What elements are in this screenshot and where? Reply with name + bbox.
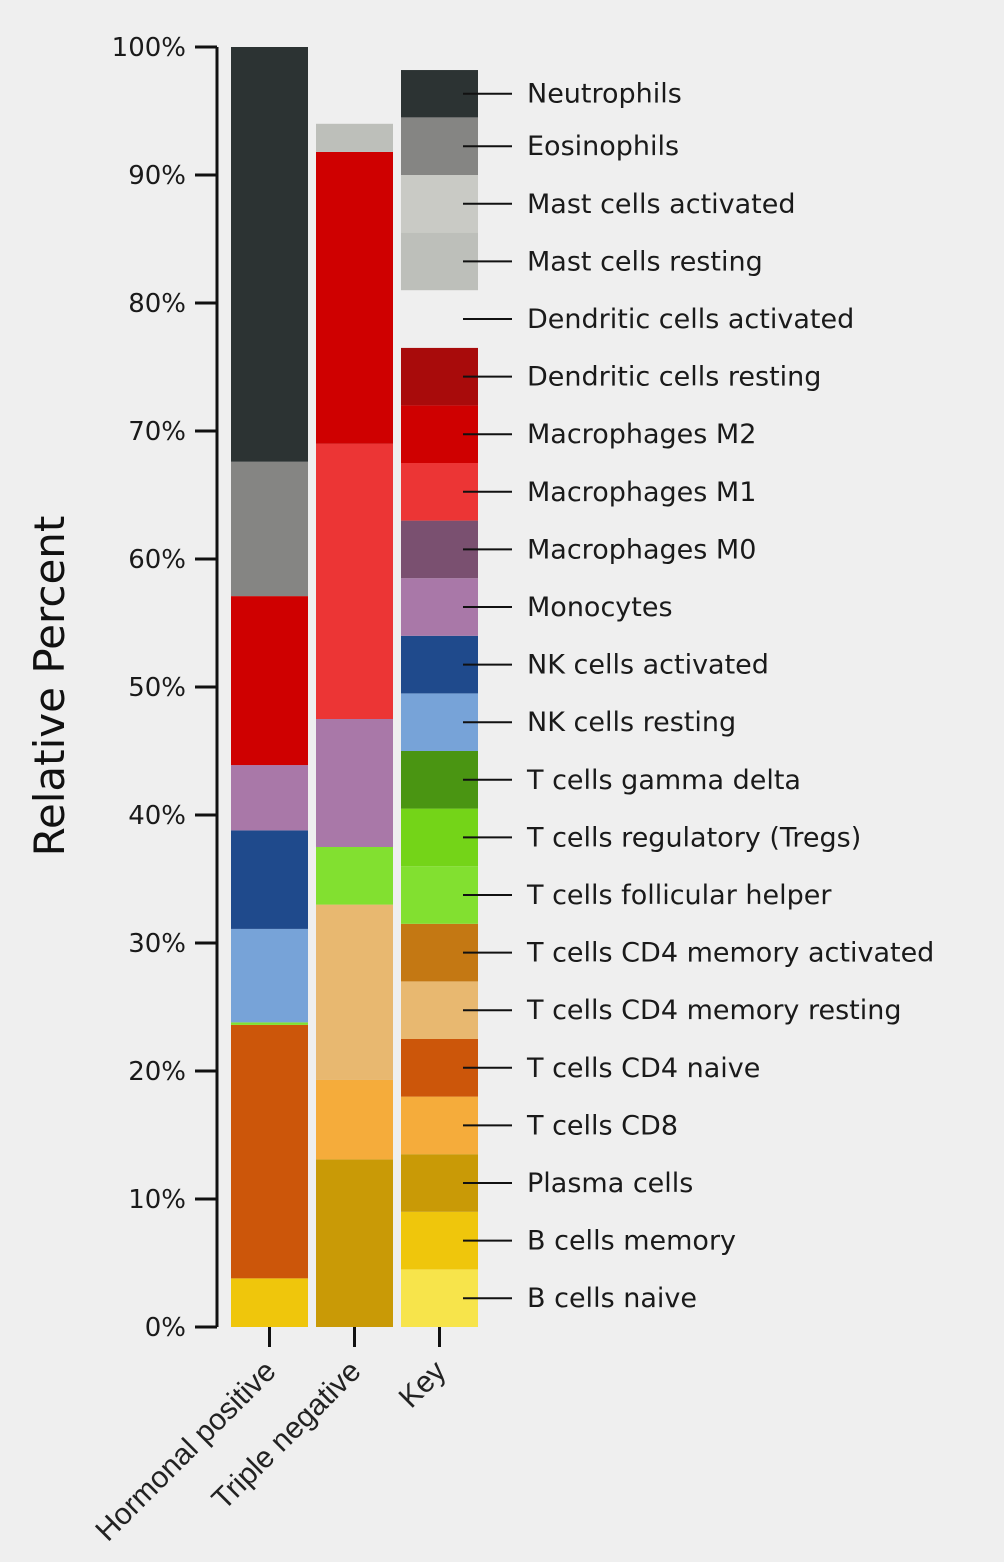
x-category-label-triple-negative: Triple negative xyxy=(206,1355,368,1517)
key-label-dendritic-cells-resting: Dendritic cells resting xyxy=(527,362,821,393)
key-label-t-cells-cd8: T cells CD8 xyxy=(526,1110,678,1141)
key-label-t-cells-gamma-delta: T cells gamma delta xyxy=(526,765,801,796)
y-tick-label-8: 80% xyxy=(128,289,186,319)
y-tick-label-10: 100% xyxy=(112,33,186,63)
bar-segment-hormonal-positive-monocytes xyxy=(231,765,308,831)
bar-segment-triple-negative-t-cells-cd8 xyxy=(316,1079,393,1160)
bar-segment-hormonal-positive-eosinophils xyxy=(231,461,308,597)
bar-segment-triple-negative-macrophages-m1 xyxy=(316,443,393,719)
bar-segment-triple-negative-t-cells-follicular-helper xyxy=(316,847,393,905)
bar-segment-hormonal-positive-nk-cells-activated xyxy=(231,830,308,929)
y-tick-label-3: 30% xyxy=(128,929,186,959)
key-label-t-cells-follicular-helper: T cells follicular helper xyxy=(526,880,832,911)
key-label-b-cells-memory: B cells memory xyxy=(527,1226,736,1257)
bar-segment-hormonal-positive-t-cells-cd4-naive xyxy=(231,1024,308,1279)
key-label-b-cells-naive: B cells naive xyxy=(527,1283,697,1314)
y-axis-label: Relative Percent xyxy=(25,516,74,857)
key-label-eosinophils: Eosinophils xyxy=(527,131,679,162)
y-tick-label-5: 50% xyxy=(128,673,186,703)
key-label-neutrophils: Neutrophils xyxy=(527,79,682,110)
key-label-nk-cells-activated: NK cells activated xyxy=(527,650,769,681)
bar-segment-triple-negative-monocytes xyxy=(316,719,393,847)
y-tick-label-1: 10% xyxy=(128,1185,186,1215)
bars-group xyxy=(231,47,478,1327)
key-label-t-cells-cd4-memory-resting: T cells CD4 memory resting xyxy=(526,995,902,1026)
y-tick-label-2: 20% xyxy=(128,1057,186,1087)
y-tick-label-4: 40% xyxy=(128,801,186,831)
bar-segment-hormonal-positive-macrophages-m2 xyxy=(231,596,308,766)
y-tick-label-0: 0% xyxy=(145,1313,186,1343)
key-label-t-cells-regulatory-tregs: T cells regulatory (Tregs) xyxy=(526,822,861,853)
y-axis: 0% 10% 20% 30% 40% 50% 60% 70% 80% 90% 100% xyxy=(112,33,219,1343)
y-tick-label-7: 70% xyxy=(128,417,186,447)
key-label-dendritic-cells-activated: Dendritic cells activated xyxy=(527,304,854,335)
key-label-mast-cells-resting: Mast cells resting xyxy=(527,246,763,277)
key-label-macrophages-m0: Macrophages M0 xyxy=(527,534,756,565)
bar-segment-hormonal-positive-nk-cells-resting xyxy=(231,928,308,1023)
key-labels-group: B cells naive B cells memory Plasma cells T… xyxy=(463,79,934,1314)
key-label-t-cells-cd4-naive: T cells CD4 naive xyxy=(526,1053,760,1084)
x-category-label-key: Key xyxy=(393,1355,453,1415)
key-label-macrophages-m1: Macrophages M1 xyxy=(527,477,756,508)
key-label-mast-cells-activated: Mast cells activated xyxy=(527,189,796,220)
key-label-plasma-cells: Plasma cells xyxy=(527,1168,693,1199)
key-label-monocytes: Monocytes xyxy=(527,592,673,623)
bar-segment-hormonal-positive-b-cells-memory xyxy=(231,1278,308,1327)
bar-segment-triple-negative-plasma-cells xyxy=(316,1159,393,1327)
key-label-nk-cells-resting: NK cells resting xyxy=(527,707,736,738)
y-tick-label-9: 90% xyxy=(128,161,186,191)
key-label-macrophages-m2: Macrophages M2 xyxy=(527,419,756,450)
bar-segment-hormonal-positive-neutrophils xyxy=(231,47,308,462)
bar-segment-triple-negative-macrophages-m2 xyxy=(316,151,393,444)
bar-segment-hormonal-positive-t-cells-follicular-helper xyxy=(231,1022,308,1025)
bar-segment-triple-negative-mast-cells-resting xyxy=(316,123,393,152)
y-tick-label-6: 60% xyxy=(128,545,186,575)
bar-segment-triple-negative-t-cells-cd4-memory-resting xyxy=(316,904,393,1080)
key-label-t-cells-cd4-memory-activated: T cells CD4 memory activated xyxy=(526,938,934,969)
